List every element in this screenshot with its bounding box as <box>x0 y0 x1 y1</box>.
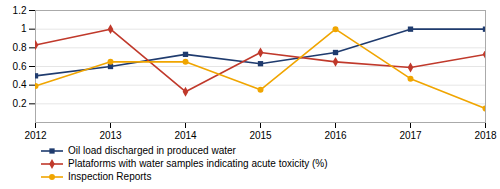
svg-text:0.6: 0.6 <box>13 61 27 72</box>
html-text:Oil load discharged in produce: Oil load discharged in produced water <box>68 145 236 156</box>
svg-text:1.2: 1.2 <box>13 5 27 16</box>
svg-text:2018: 2018 <box>474 130 497 141</box>
svg-text:0.4: 0.4 <box>13 79 27 90</box>
svg-text:2015: 2015 <box>249 130 272 141</box>
svg-text:1: 1 <box>21 23 27 34</box>
svg-text:2017: 2017 <box>399 130 422 141</box>
html-text:Inspection Reports: Inspection Reports <box>68 171 152 182</box>
svg-text:2016: 2016 <box>324 130 347 141</box>
svg-text:2012: 2012 <box>24 130 47 141</box>
svg-text:0.8: 0.8 <box>13 42 27 53</box>
html-text:Plataforms with water samples: Plataforms with water samples indicating… <box>68 158 328 169</box>
svg-text:2014: 2014 <box>174 130 197 141</box>
svg-text:2013: 2013 <box>99 130 122 141</box>
svg-text:0.2: 0.2 <box>13 98 27 109</box>
